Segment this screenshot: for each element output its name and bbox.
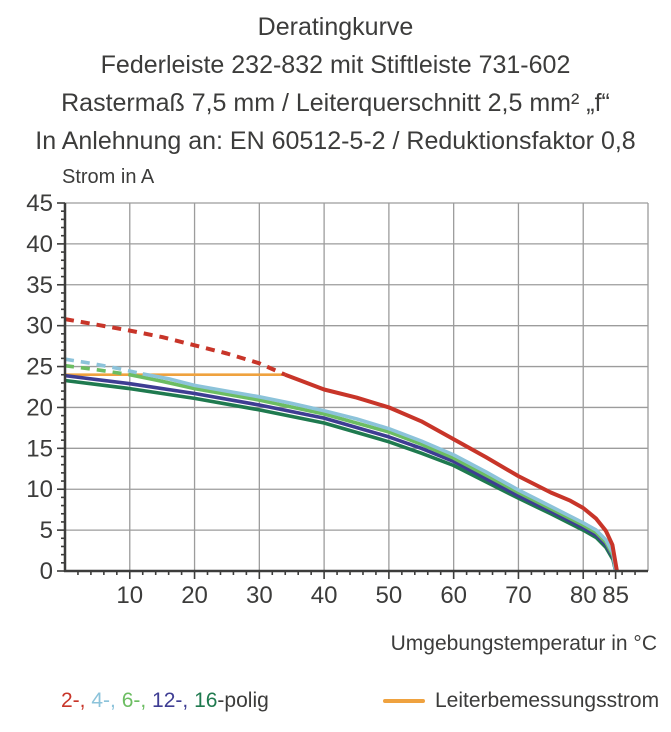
y-tick-label: 10 bbox=[26, 476, 53, 503]
x-tick-label: 80 bbox=[570, 582, 597, 609]
series-6-polig bbox=[64, 363, 131, 377]
x-axis-unit-label: Umgebungstemperatur in °C bbox=[390, 632, 657, 655]
x-tick-label: 30 bbox=[246, 582, 273, 609]
title-line-3: Rastermaß 7,5 mm / Leiterquerschnitt 2,5… bbox=[61, 89, 610, 117]
y-tick-label: 15 bbox=[26, 435, 53, 462]
legend-pole-segment: 2-, bbox=[61, 689, 92, 712]
chart-title-block: Deratingkurve Federleiste 232-832 mit St… bbox=[0, 8, 671, 160]
title-line-4: In Anlehnung an: EN 60512-5-2 / Reduktio… bbox=[35, 127, 636, 155]
y-tick-label: 20 bbox=[26, 394, 53, 421]
legend-pole-segment: -polig bbox=[217, 689, 269, 712]
x-tick-label: 20 bbox=[181, 582, 208, 609]
legend-pole-segment: 6-, bbox=[121, 689, 153, 712]
series-2-polig bbox=[64, 317, 287, 377]
x-tick-label: 40 bbox=[311, 582, 338, 609]
y-tick-label: 5 bbox=[40, 517, 53, 544]
y-tick-label: 25 bbox=[26, 354, 53, 381]
title-line-2: Federleiste 232-832 mit Stiftleiste 731-… bbox=[100, 51, 571, 79]
rated-current-line-swatch bbox=[383, 699, 425, 703]
y-axis-unit-label: Strom in A bbox=[62, 166, 155, 188]
x-tick-label: 60 bbox=[440, 582, 467, 609]
x-tick-label: 85 bbox=[602, 582, 629, 609]
legend-poles: 2-, 4-, 6-, 12-, 16-polig bbox=[61, 689, 269, 713]
series-4-polig bbox=[142, 372, 618, 572]
y-tick-label: 40 bbox=[26, 231, 53, 258]
legend-pole-segment: 4-, bbox=[91, 689, 122, 712]
y-tick-label: 45 bbox=[26, 190, 53, 217]
legend-rated-current: Leiterbemessungsstrom bbox=[383, 689, 659, 713]
legend-pole-segment: 12-, bbox=[152, 689, 195, 712]
y-tick-label: 35 bbox=[26, 272, 53, 299]
title-line-1: Deratingkurve bbox=[257, 13, 414, 41]
x-tick-label: 50 bbox=[376, 582, 403, 609]
y-tick-label: 0 bbox=[40, 558, 53, 585]
series-2-polig bbox=[284, 372, 619, 572]
series-4-polig bbox=[64, 357, 144, 376]
series-16-polig bbox=[64, 378, 618, 572]
legend-pole-segment: 16 bbox=[194, 689, 218, 712]
x-tick-label: 10 bbox=[116, 582, 143, 609]
y-tick-label: 30 bbox=[26, 313, 53, 340]
series-12-polig bbox=[64, 373, 618, 572]
rated-current-label: Leiterbemessungsstrom bbox=[435, 689, 660, 712]
x-tick-label: 70 bbox=[505, 582, 532, 609]
